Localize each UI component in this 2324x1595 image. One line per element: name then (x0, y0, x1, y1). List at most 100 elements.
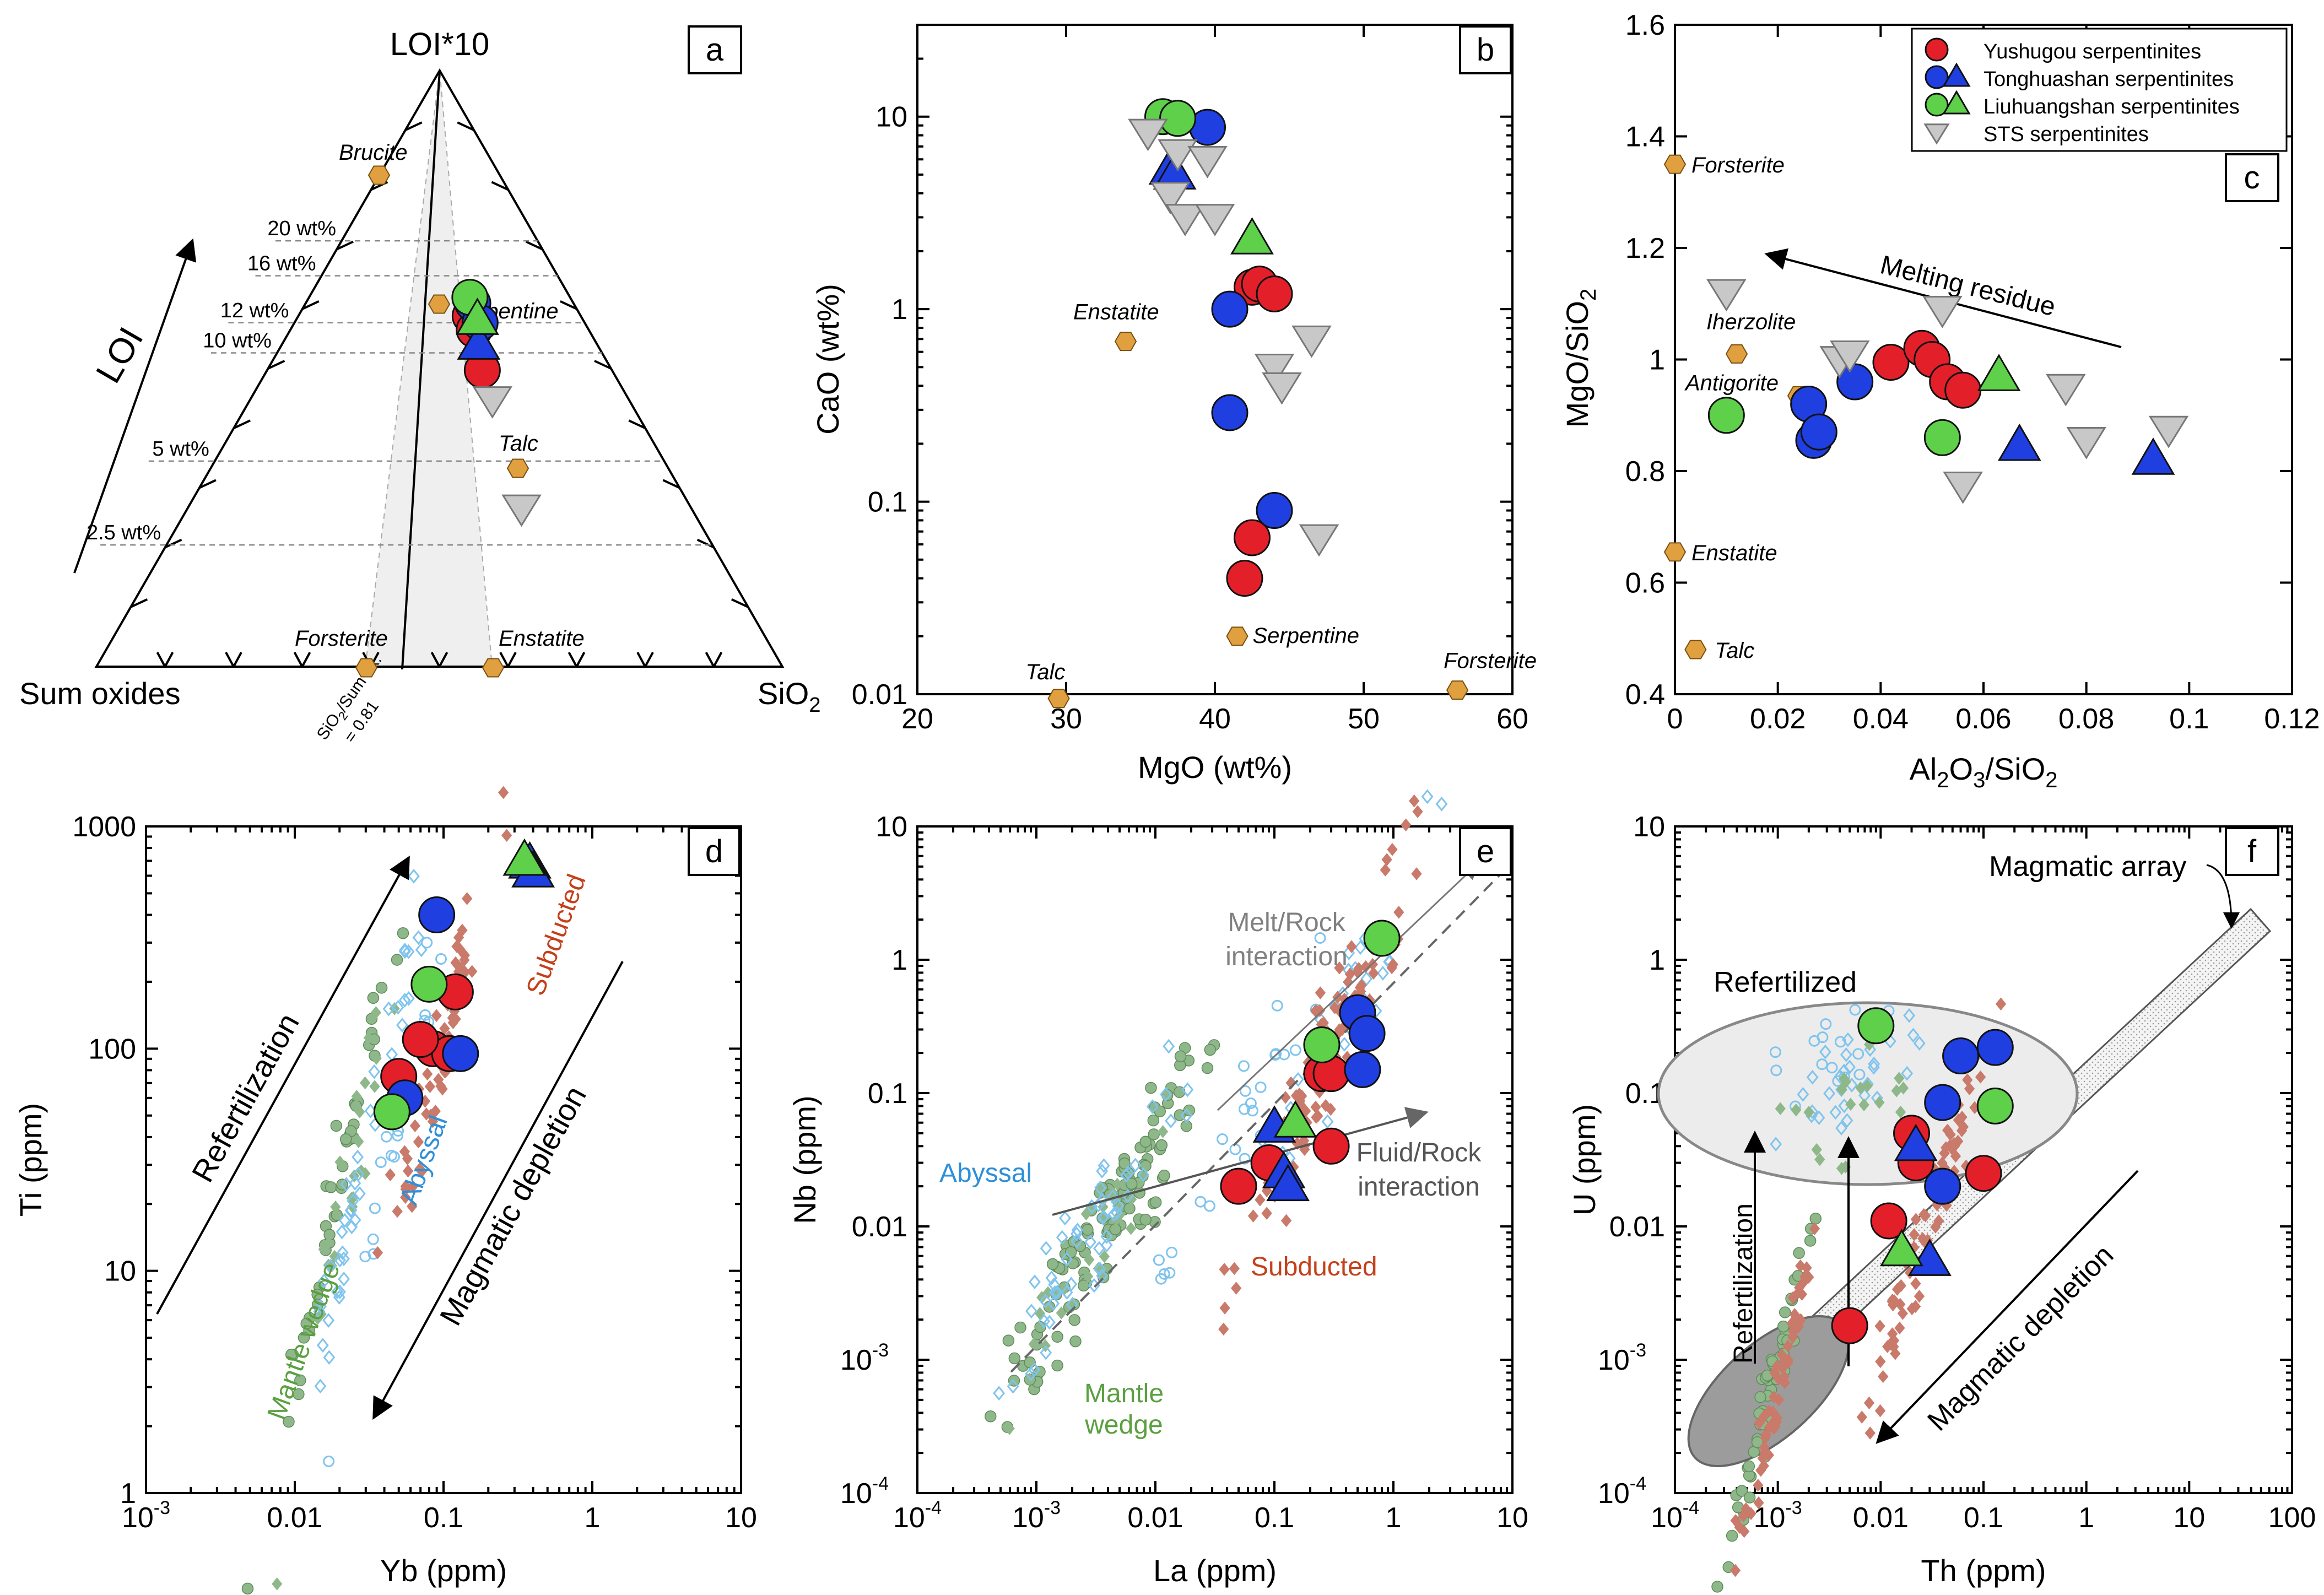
background-sample (419, 1009, 431, 1021)
background-sample (283, 1415, 295, 1428)
data-point (1211, 290, 1249, 328)
data-point (2148, 415, 2189, 448)
background-sample (1421, 789, 1434, 804)
y-tick-label: 0.6 (1625, 567, 1665, 599)
y-tick-label: 10-3 (1598, 1340, 1646, 1376)
background-sample (1743, 1460, 1755, 1473)
background-sample (1155, 1139, 1168, 1151)
background-sample (454, 942, 466, 956)
background-sample (1166, 1246, 1178, 1258)
background-sample (1775, 1102, 1786, 1116)
data-point (1965, 1155, 2002, 1192)
data-point (1344, 1051, 1381, 1088)
melt-rock-arrow (1217, 862, 1479, 1111)
data-point (1187, 145, 1228, 179)
background-sample (330, 1120, 343, 1132)
background-sample (285, 1348, 298, 1361)
background-sample (1806, 1069, 1819, 1085)
data-point (1800, 413, 1837, 451)
background-sample (1914, 1289, 1925, 1303)
background-sample (1158, 1268, 1170, 1280)
background-sample (1074, 1240, 1087, 1252)
panel-b-axes: 20 30 40 50 60 10 1 0.1 0.01 (852, 24, 1528, 735)
x-tick-label: 0.01 (267, 1502, 322, 1534)
background-sample (1082, 1269, 1094, 1283)
background-sample (1338, 1037, 1350, 1052)
background-sample (1239, 1153, 1251, 1165)
background-sample (1245, 1097, 1257, 1109)
y-tick-label: 0.8 (1625, 456, 1665, 488)
background-sample (1123, 1202, 1136, 1215)
data-point (402, 1021, 439, 1058)
background-sample (1126, 1193, 1137, 1206)
background-sample (1038, 1313, 1050, 1329)
background-sample (1280, 1214, 1292, 1228)
background-sample (1061, 1285, 1073, 1300)
background-sample (1753, 1479, 1764, 1492)
panel-e-scatter: 10-4 10-3 0.01 0.1 1 10 10-4 10-3 0.01 0.1 1 10 Mel… (787, 789, 1528, 1588)
background-sample (462, 892, 473, 905)
data-point (410, 965, 448, 1003)
background-sample (1201, 1062, 1214, 1074)
background-sample (316, 1338, 329, 1353)
panel-letter-e: e (1477, 834, 1494, 869)
y-tick-label: 10 (875, 811, 907, 843)
x-tick-label: 100 (2268, 1502, 2316, 1534)
background-sample (336, 1245, 349, 1261)
background-sample (1025, 1304, 1037, 1319)
data-point (1291, 325, 1332, 358)
background-sample (1094, 1180, 1106, 1196)
ternary-left-label: Sum oxides (19, 676, 181, 711)
background-sample (1048, 1277, 1061, 1293)
y-tick-label: 0.1 (868, 1078, 907, 1110)
background-sample (1895, 1279, 1906, 1293)
background-sample (1059, 1210, 1071, 1226)
panel-c-data-points (1706, 279, 2189, 504)
background-sample (1109, 1223, 1122, 1235)
background-sample (1878, 1370, 1889, 1383)
panel-c-ylabel: MgO/SiO2 (1560, 289, 1601, 428)
background-sample (1874, 1404, 1886, 1418)
background-sample (380, 1131, 392, 1143)
background-sample (1106, 1189, 1119, 1204)
mineral-marker (1047, 689, 1070, 709)
panel-f-background-samples (1711, 997, 2007, 1593)
background-sample (1329, 1001, 1341, 1014)
background-sample (1862, 1079, 1873, 1093)
background-sample (1071, 1234, 1083, 1248)
data-point (1348, 1015, 1386, 1052)
background-sample (1094, 1261, 1106, 1277)
background-sample (1096, 1164, 1109, 1178)
background-sample (359, 1076, 371, 1090)
background-sample (1903, 1008, 1916, 1023)
x-tick-label: 60 (1496, 703, 1528, 735)
background-sample (1368, 966, 1379, 980)
loi-level-label: 5 wt% (152, 437, 209, 461)
panel-c-axes: 0 0.02 0.04 0.06 0.08 0.1 0.12 0.4 0.6 0.8 1 1.2 1.4… (1625, 9, 2320, 735)
background-sample (1868, 1056, 1880, 1072)
background-sample (1711, 1581, 1723, 1593)
panel-b-data-points (1128, 98, 1339, 597)
ternary-frame (73, 68, 785, 670)
background-sample (298, 1332, 310, 1344)
background-sample (1958, 1120, 1969, 1134)
background-sample (1787, 1331, 1798, 1344)
data-point (1303, 1026, 1341, 1063)
background-sample (1901, 1066, 1914, 1081)
background-sample (501, 829, 512, 842)
data-point (1254, 353, 1295, 386)
mineral-label: Serpentine (1253, 624, 1359, 648)
background-sample (1380, 863, 1391, 877)
background-sample (414, 1163, 425, 1176)
background-sample (353, 1186, 366, 1201)
data-point (1923, 419, 1961, 456)
background-sample (1910, 1300, 1921, 1313)
background-sample (1820, 1018, 1832, 1030)
background-sample (354, 1105, 365, 1118)
background-sample (1039, 1294, 1052, 1309)
background-sample (351, 1090, 363, 1103)
background-sample (1137, 1167, 1149, 1182)
mineral-marker (1114, 332, 1137, 352)
data-point (1230, 217, 1274, 255)
